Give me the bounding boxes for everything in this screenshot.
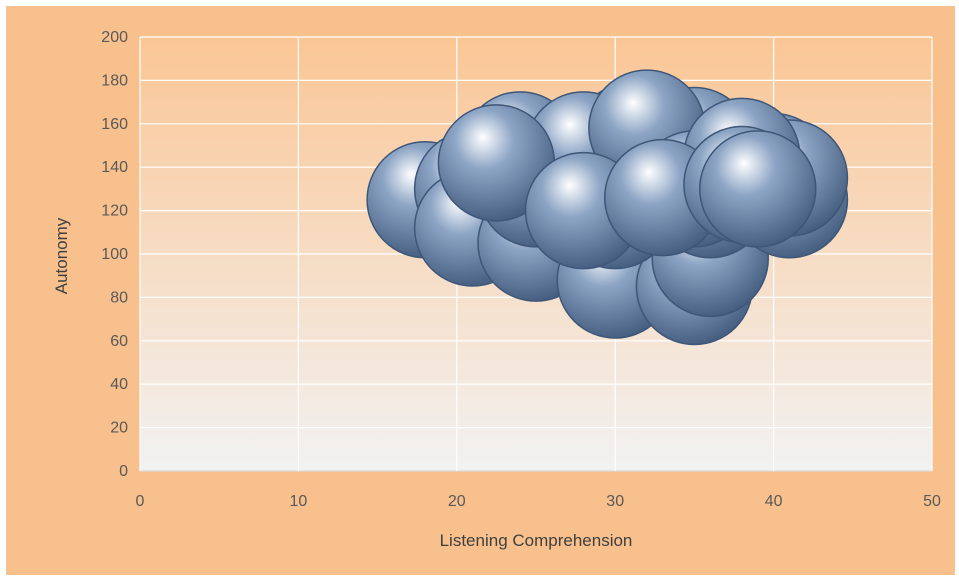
y-tick-label: 200 (101, 29, 128, 46)
x-tick-label: 10 (290, 493, 308, 510)
x-tick-label: 20 (448, 493, 466, 510)
y-tick-label: 180 (101, 72, 128, 89)
y-tick-label: 160 (101, 116, 128, 133)
y-tick-label: 60 (110, 333, 128, 350)
x-tick-label: 0 (136, 493, 145, 510)
x-tick-label: 30 (606, 493, 624, 510)
y-tick-label: 120 (101, 203, 128, 220)
bubbles (366, 69, 849, 346)
y-tick-label: 100 (101, 246, 128, 263)
y-tick-label: 140 (101, 159, 128, 176)
y-tick-label: 0 (119, 463, 128, 480)
bubble-point (699, 130, 817, 248)
y-tick-label: 80 (110, 289, 128, 306)
y-axis-ticks: 0 20 40 60 80 100 120 140 160 180 200 (101, 29, 128, 480)
y-tick-label: 40 (110, 376, 128, 393)
chart-frame: 0 20 40 60 80 100 120 140 160 180 200 0 10 20 30 40 50 … (6, 6, 955, 575)
y-axis-title: Autonomy (52, 217, 71, 294)
x-axis-title: Listening Comprehension (440, 531, 633, 550)
x-axis-ticks: 0 10 20 30 40 50 (136, 493, 941, 510)
y-tick-label: 20 (110, 420, 128, 437)
x-tick-label: 40 (765, 493, 783, 510)
x-tick-label: 50 (923, 493, 941, 510)
